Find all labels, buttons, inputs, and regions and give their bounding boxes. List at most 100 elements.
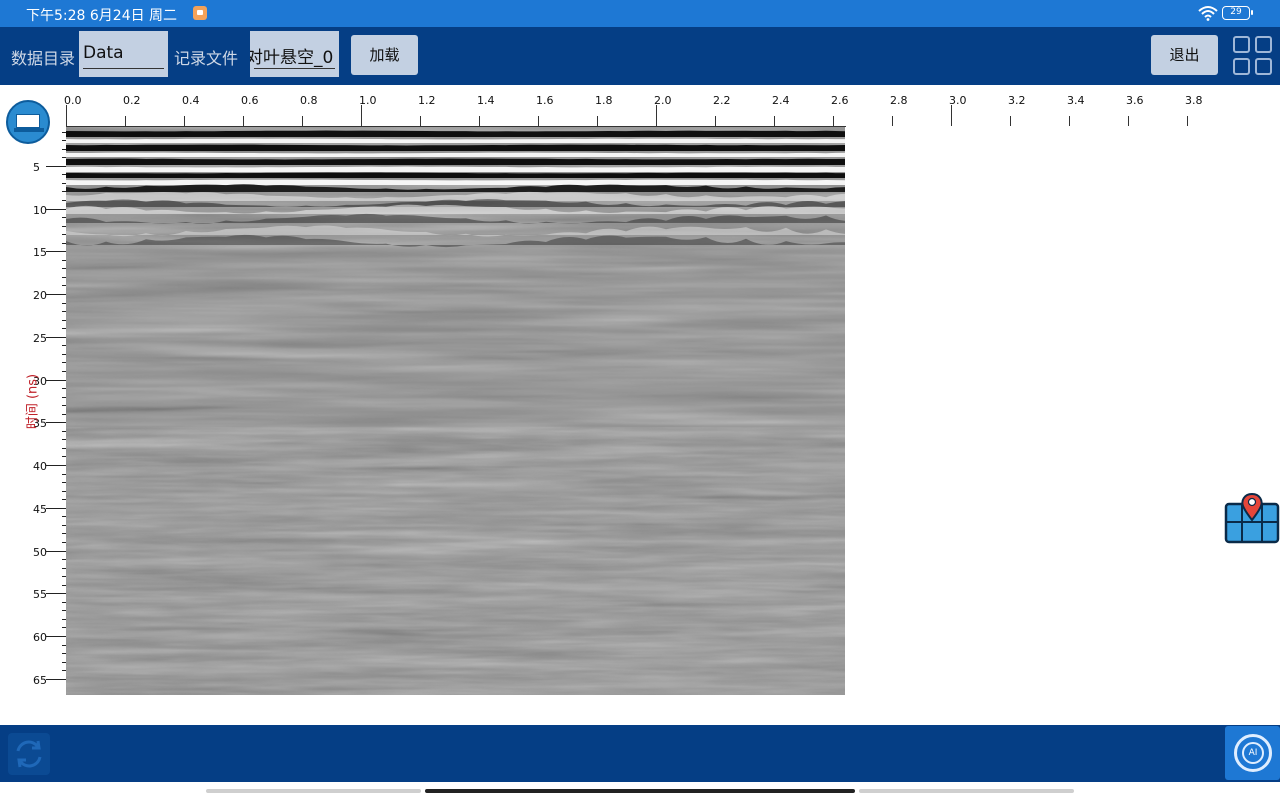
x-tick-label: 1.2 (418, 94, 436, 107)
y-minor-tick (62, 268, 66, 270)
data-dir-label: 数据目录 (11, 49, 76, 68)
x-tick (538, 116, 539, 126)
x-tick (361, 105, 362, 126)
y-tick (46, 465, 66, 466)
x-tick (420, 116, 421, 126)
x-tick-label: 1.4 (477, 94, 495, 107)
y-tick (46, 422, 66, 424)
x-tick (243, 116, 244, 126)
y-minor-tick (62, 430, 66, 432)
home-indicator-right (859, 789, 1074, 793)
x-tick (1069, 116, 1070, 126)
reflection-band (66, 184, 845, 192)
y-minor-tick (62, 653, 66, 655)
y-minor-tick (62, 447, 66, 449)
y-minor-tick (62, 618, 66, 620)
x-tick (184, 116, 185, 126)
data-dir-field[interactable]: Data (79, 31, 168, 77)
x-tick-label: 2.0 (654, 94, 672, 107)
y-minor-tick (62, 259, 66, 261)
y-tick-label: 30 (33, 374, 47, 388)
y-minor-tick (62, 225, 66, 227)
y-minor-tick (62, 516, 66, 518)
y-minor-tick (62, 191, 66, 193)
record-file-value: 对叶悬空_0 (250, 48, 334, 68)
y-minor-tick (62, 217, 66, 219)
y-minor-tick (62, 182, 66, 184)
x-tick-label: 2.2 (713, 94, 731, 107)
x-tick-label: 3.0 (949, 94, 967, 107)
y-minor-tick (62, 456, 66, 458)
x-tick (1010, 116, 1011, 126)
y-minor-tick (62, 370, 66, 372)
x-tick (1187, 116, 1188, 126)
x-tick-label: 0.0 (64, 94, 82, 107)
reflection-band (66, 166, 845, 172)
y-tick-label: 10 (33, 203, 47, 217)
ai-assistant-button[interactable]: AI (1225, 726, 1280, 780)
reflection-band (66, 130, 845, 137)
y-tick-label: 25 (33, 331, 47, 345)
y-tick (46, 294, 66, 295)
x-tick (66, 105, 67, 126)
radargram-plot[interactable] (66, 127, 845, 695)
y-minor-tick (62, 405, 66, 407)
y-minor-tick (62, 174, 66, 176)
y-minor-tick (62, 610, 66, 612)
y-tick-label: 55 (33, 588, 47, 602)
reflection-band (66, 213, 845, 224)
y-minor-tick (62, 140, 66, 142)
y-minor-tick (62, 199, 66, 201)
y-minor-tick (62, 131, 66, 133)
y-tick (46, 251, 66, 253)
y-minor-tick (62, 353, 66, 355)
y-minor-tick (62, 328, 66, 330)
y-tick-label: 65 (33, 673, 47, 687)
y-minor-tick (62, 439, 66, 441)
x-tick (892, 116, 893, 126)
home-indicator-left (206, 789, 421, 793)
x-tick (1128, 116, 1129, 126)
y-minor-tick (62, 533, 66, 535)
x-tick (597, 116, 598, 126)
refresh-icon[interactable] (8, 733, 50, 775)
x-tick (302, 116, 303, 126)
y-minor-tick (62, 670, 66, 672)
reflection-band (66, 152, 845, 157)
bottom-bar: AI (0, 725, 1280, 782)
y-tick (46, 678, 66, 680)
grid-menu-icon[interactable] (1233, 36, 1273, 76)
y-minor-tick (62, 345, 66, 347)
y-tick (46, 379, 66, 381)
y-tick (46, 636, 66, 637)
y-tick-label: 20 (33, 289, 47, 302)
x-tick (479, 116, 480, 126)
x-tick-label: 2.6 (831, 94, 849, 107)
ruler-settings-icon[interactable] (6, 100, 50, 144)
y-minor-tick (62, 362, 66, 364)
reflection-band (66, 179, 845, 185)
record-file-field[interactable]: 对叶悬空_0 (250, 31, 339, 77)
y-minor-tick (62, 490, 66, 492)
home-indicator[interactable] (425, 789, 855, 793)
y-minor-tick (62, 148, 66, 150)
x-tick (774, 116, 775, 126)
x-tick-label: 0.8 (300, 94, 318, 107)
y-minor-tick (62, 601, 66, 603)
app-notification-icon (193, 6, 207, 20)
reflection-band (66, 204, 845, 214)
x-tick-label: 0.6 (241, 94, 259, 107)
load-button[interactable]: 加载 (351, 35, 418, 75)
map-location-icon[interactable] (1224, 490, 1280, 546)
exit-button[interactable]: 退出 (1151, 35, 1218, 75)
wifi-icon (1198, 6, 1218, 21)
data-dir-underline (83, 68, 164, 69)
reflection-band (66, 144, 845, 151)
x-axis-line (66, 126, 846, 127)
y-tick (46, 336, 66, 338)
y-minor-tick (62, 559, 66, 561)
y-minor-tick (62, 319, 66, 321)
reflection-band (66, 172, 845, 178)
y-minor-tick (62, 473, 66, 475)
x-tick-label: 2.4 (772, 94, 790, 107)
